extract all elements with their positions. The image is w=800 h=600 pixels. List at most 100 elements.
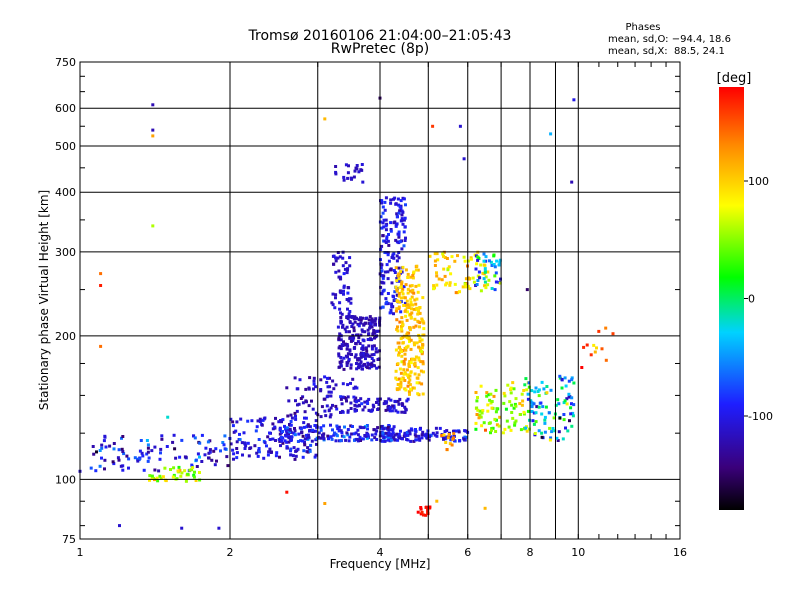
scatter-point-1444 [357, 399, 361, 403]
scatter-point-161 [257, 438, 261, 441]
scatter-point-566 [372, 359, 376, 363]
scatter-point-1533 [493, 265, 497, 269]
scatter-point-1717 [529, 400, 533, 404]
scatter-point-1422 [406, 397, 410, 401]
scatter-point-972 [395, 254, 399, 258]
scatter-point-690 [364, 321, 367, 325]
scatter-point-1528 [476, 279, 480, 282]
scatter-point-1289 [438, 426, 442, 430]
scatter-point-425 [278, 428, 282, 431]
scatter-point-466 [294, 414, 297, 418]
scatter-point-858 [382, 218, 386, 222]
x-tick-label: 4 [377, 546, 384, 559]
scatter-point-331 [289, 423, 293, 427]
scatter-point-1827 [435, 499, 439, 503]
scatter-point-1541 [484, 275, 488, 279]
scatter-point-521 [345, 399, 348, 403]
scatter-point-1116 [416, 366, 420, 370]
scatter-point-1777 [425, 505, 428, 509]
scatter-point-1666 [535, 405, 539, 409]
scatter-point-141 [148, 478, 151, 482]
scatter-point-276 [258, 420, 262, 424]
scatter-point-783 [347, 314, 351, 318]
scatter-point-43 [174, 456, 178, 460]
scatter-point-452 [314, 385, 318, 389]
scatter-point-1175 [395, 388, 399, 392]
scatter-point-542 [358, 342, 362, 345]
scatter-point-1227 [403, 352, 407, 356]
scatter-point-1782 [426, 508, 430, 512]
scatter-point-1468 [445, 281, 449, 285]
scatter-point-732 [336, 325, 340, 329]
scatter-point-1377 [392, 406, 396, 410]
scatter-point-1504 [441, 252, 445, 256]
scatter-point-1019 [421, 343, 425, 347]
scatter-point-1484 [464, 285, 468, 289]
scatter-point-1808 [151, 128, 155, 132]
scatter-point-1596 [487, 421, 491, 425]
scatter-point-1540 [487, 259, 491, 263]
scatter-point-773 [332, 262, 335, 266]
scatter-point-841 [400, 247, 404, 251]
scatter-point-1570 [495, 423, 499, 427]
scatter-point-492 [335, 407, 339, 411]
scatter-point-356 [289, 439, 293, 442]
scatter-point-498 [341, 382, 345, 386]
scatter-point-1575 [503, 394, 507, 398]
scatter-point-1694 [533, 390, 537, 394]
scatter-point-736 [367, 332, 371, 336]
scatter-point-548 [350, 353, 353, 356]
scatter-point-1558 [480, 424, 484, 428]
scatter-point-770 [346, 291, 350, 295]
scatter-point-1218 [411, 288, 415, 292]
scatter-point-814 [347, 299, 351, 303]
scatter-point-1362 [404, 433, 408, 437]
scatter-point-102 [193, 436, 197, 440]
scatter-point-347 [300, 431, 303, 435]
scatter-point-473 [328, 376, 331, 380]
scatter-point-1477 [466, 259, 470, 263]
scatter-point-1681 [570, 402, 573, 406]
scatter-point-249 [278, 455, 281, 459]
scatter-point-1454 [436, 258, 440, 262]
scatter-point-1182 [403, 357, 407, 361]
scatter-point-1125 [411, 386, 415, 390]
scatter-point-1817 [458, 124, 462, 128]
scatter-point-50 [92, 452, 96, 456]
scatter-point-1228 [409, 315, 413, 319]
scatter-point-1428 [386, 408, 390, 412]
scatter-point-1785 [440, 434, 444, 437]
scatter-point-910 [403, 301, 407, 305]
scatter-point-1018 [404, 314, 408, 318]
scatter-point-1628 [498, 415, 502, 419]
scatter-point-543 [352, 317, 356, 321]
scatter-point-1703 [563, 376, 567, 380]
scatter-point-185 [235, 440, 239, 444]
scatter-point-1138 [407, 331, 411, 335]
scatter-point-1711 [530, 389, 534, 393]
scatter-point-145 [193, 470, 196, 474]
scatter-point-1437 [360, 402, 364, 406]
scatter-point-570 [342, 340, 345, 344]
scatter-point-20 [215, 459, 218, 463]
scatter-point-989 [412, 341, 416, 345]
scatter-point-1426 [387, 397, 391, 401]
scatter-point-1401 [359, 397, 363, 401]
scatter-point-114 [158, 474, 162, 478]
scatter-point-51 [196, 452, 200, 456]
scatter-point-27 [171, 440, 175, 444]
scatter-point-793 [337, 269, 341, 273]
scatter-point-602 [339, 364, 343, 368]
scatter-point-1675 [543, 415, 547, 419]
scatter-point-1514 [428, 254, 432, 258]
scatter-point-539 [312, 379, 316, 383]
scatter-point-852 [386, 270, 390, 274]
scatter-point-159 [267, 450, 271, 454]
scatter-point-1762 [346, 171, 350, 175]
scatter-point-1298 [421, 430, 425, 434]
scatter-point-1654 [530, 403, 534, 407]
scatter-point-684 [359, 352, 363, 356]
scatter-point-830 [386, 277, 390, 281]
scatter-point-1419 [382, 402, 386, 406]
scatter-point-1339 [463, 429, 467, 433]
